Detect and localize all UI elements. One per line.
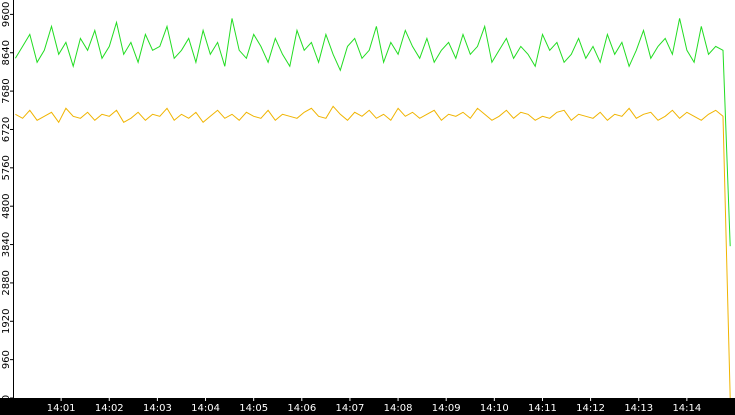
x-tick-label: 14:05 bbox=[239, 403, 268, 414]
x-axis-bar bbox=[0, 398, 735, 415]
y-tick-label: 4800 bbox=[1, 193, 12, 218]
x-tick-label: 14:09 bbox=[432, 403, 461, 414]
y-tick-label: 3840 bbox=[1, 232, 12, 257]
x-tick-label: 14:04 bbox=[191, 403, 220, 414]
x-tick-label: 14:01 bbox=[47, 403, 76, 414]
x-tick-label: 14:02 bbox=[95, 403, 124, 414]
y-tick-label: 7680 bbox=[1, 78, 12, 103]
y-tick-label: 8640 bbox=[1, 40, 12, 65]
x-tick-label: 14:11 bbox=[528, 403, 557, 414]
series-line bbox=[14, 18, 731, 247]
x-tick-label: 14:07 bbox=[336, 403, 365, 414]
y-tick-label: 960 bbox=[1, 350, 12, 369]
x-tick-label: 14:10 bbox=[480, 403, 509, 414]
y-tick-label: 5760 bbox=[1, 155, 12, 180]
y-tick-label: 9600 bbox=[1, 2, 12, 27]
x-tick-label: 14:12 bbox=[576, 403, 605, 414]
x-tick-label: 14:03 bbox=[143, 403, 172, 414]
x-tick-label: 14:08 bbox=[384, 403, 413, 414]
y-tick-label: 0 bbox=[1, 395, 12, 401]
x-tick-label: 14:06 bbox=[287, 403, 316, 414]
series-line bbox=[15, 105, 731, 399]
x-tick-label: 14:13 bbox=[624, 403, 653, 414]
x-tick-label: 14:14 bbox=[672, 403, 701, 414]
y-tick-label: 1920 bbox=[1, 309, 12, 334]
y-tick-label: 6720 bbox=[1, 117, 12, 142]
y-tick-label: 2880 bbox=[1, 270, 12, 295]
